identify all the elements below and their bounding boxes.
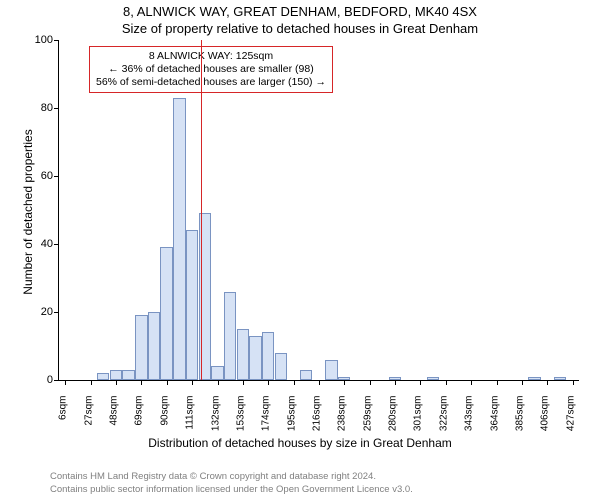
x-axis-label: Distribution of detached houses by size … — [0, 436, 600, 450]
anno-line2: ← 36% of detached houses are smaller (98… — [96, 63, 326, 76]
y-tick-mark — [54, 108, 59, 109]
x-tick-mark — [522, 380, 523, 385]
x-tick-mark — [141, 380, 142, 385]
y-axis-label: Number of detached properties — [21, 112, 35, 312]
x-tick-mark — [91, 380, 92, 385]
x-tick-mark — [319, 380, 320, 385]
histogram-bar — [249, 336, 261, 380]
title-address: 8, ALNWICK WAY, GREAT DENHAM, BEDFORD, M… — [0, 0, 600, 19]
y-tick-label: 100 — [23, 34, 53, 46]
x-tick-mark — [497, 380, 498, 385]
x-tick-mark — [268, 380, 269, 385]
reference-line — [201, 40, 203, 380]
histogram-bar — [528, 377, 540, 380]
x-tick-mark — [573, 380, 574, 385]
chart-container: 8, ALNWICK WAY, GREAT DENHAM, BEDFORD, M… — [0, 0, 600, 500]
footer-line2: Contains public sector information licen… — [50, 484, 413, 496]
histogram-bar — [275, 353, 287, 380]
footer: Contains HM Land Registry data © Crown c… — [50, 471, 413, 496]
histogram-bar — [211, 366, 223, 380]
histogram-bar — [160, 247, 172, 380]
y-tick-mark — [54, 312, 59, 313]
x-tick-mark — [420, 380, 421, 385]
y-tick-mark — [54, 380, 59, 381]
x-tick-mark — [218, 380, 219, 385]
x-tick-mark — [65, 380, 66, 385]
y-tick-mark — [54, 176, 59, 177]
x-tick-mark — [192, 380, 193, 385]
histogram-bar — [135, 315, 147, 380]
y-tick-mark — [54, 40, 59, 41]
x-tick-mark — [243, 380, 244, 385]
histogram-bar — [224, 292, 236, 380]
histogram-bar — [554, 377, 566, 380]
x-tick-mark — [116, 380, 117, 385]
histogram-bar — [427, 377, 439, 380]
histogram-bar — [300, 370, 312, 380]
histogram-bar — [262, 332, 274, 380]
title-sub: Size of property relative to detached ho… — [0, 19, 600, 36]
x-tick-mark — [471, 380, 472, 385]
histogram-bar — [97, 373, 109, 380]
histogram-bar — [237, 329, 249, 380]
histogram-bar — [110, 370, 122, 380]
y-tick-label: 0 — [23, 374, 53, 386]
x-tick-mark — [547, 380, 548, 385]
x-tick-mark — [446, 380, 447, 385]
y-tick-mark — [54, 244, 59, 245]
plot-area: 8 ALNWICK WAY: 125sqm ← 36% of detached … — [58, 40, 579, 381]
footer-line1: Contains HM Land Registry data © Crown c… — [50, 471, 413, 483]
histogram-bar — [173, 98, 185, 380]
histogram-bar — [148, 312, 160, 380]
anno-line1: 8 ALNWICK WAY: 125sqm — [96, 50, 326, 63]
x-tick-mark — [370, 380, 371, 385]
annotation-box: 8 ALNWICK WAY: 125sqm ← 36% of detached … — [89, 46, 333, 93]
x-tick-mark — [344, 380, 345, 385]
x-tick-mark — [167, 380, 168, 385]
x-tick-mark — [395, 380, 396, 385]
histogram-bar — [122, 370, 134, 380]
histogram-bar — [325, 360, 337, 380]
histogram-bar — [186, 230, 198, 380]
anno-line3: 56% of semi-detached houses are larger (… — [96, 76, 326, 89]
x-tick-mark — [294, 380, 295, 385]
